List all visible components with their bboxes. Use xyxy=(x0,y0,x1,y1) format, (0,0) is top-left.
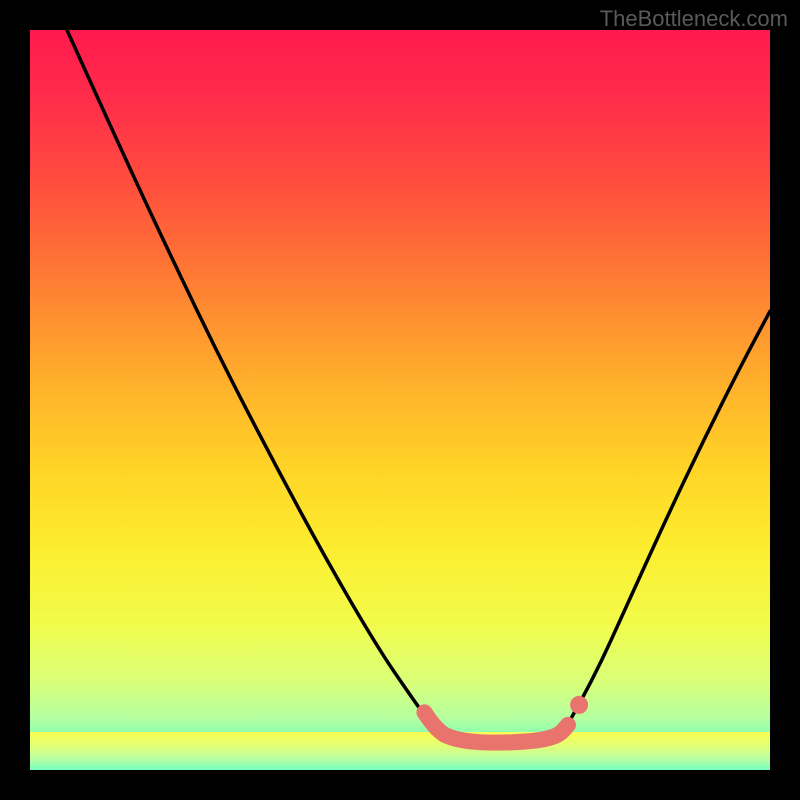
bottom-strip xyxy=(30,749,770,754)
bottom-strip xyxy=(30,740,770,745)
bottom-strip xyxy=(30,778,770,783)
bottom-strip xyxy=(30,770,770,775)
gradient-background xyxy=(30,30,770,770)
bottom-strip xyxy=(30,745,770,750)
bottom-strip-group xyxy=(30,732,770,783)
chart-container: TheBottleneck.com xyxy=(0,0,800,800)
pink-dot-marker xyxy=(570,696,588,714)
chart-svg xyxy=(0,0,800,800)
bottom-strip xyxy=(30,761,770,766)
bottom-strip xyxy=(30,753,770,758)
bottom-strip xyxy=(30,732,770,737)
bottom-strip xyxy=(30,757,770,762)
bottom-strip xyxy=(30,736,770,741)
bottom-strip xyxy=(30,766,770,771)
watermark-text: TheBottleneck.com xyxy=(600,6,788,32)
bottom-strip xyxy=(30,774,770,779)
